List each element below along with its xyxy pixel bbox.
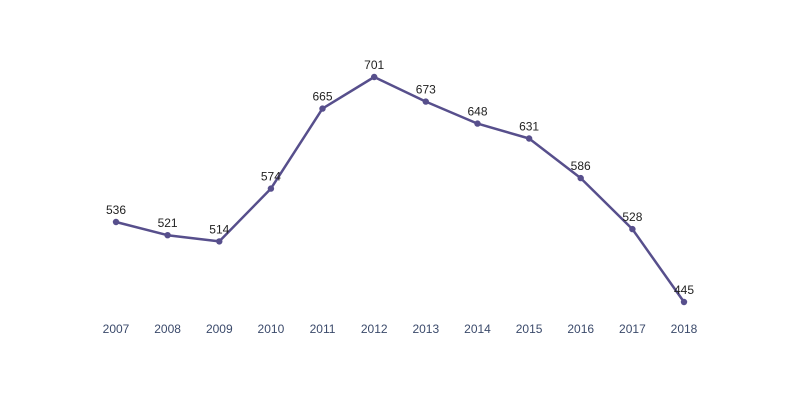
data-label-2010: 574 [261,170,281,184]
data-point-2010[interactable] [267,185,275,192]
data-point-2014[interactable] [474,120,481,127]
x-tick-label-2011: 2011 [310,322,336,336]
x-tick-label-2016: 2016 [567,322,594,336]
x-tick-label-2015: 2015 [516,322,543,336]
data-point-2012[interactable] [371,73,378,81]
data-label-2013: 673 [416,83,436,97]
x-tick-label-2013: 2013 [412,322,439,336]
data-label-2009: 514 [209,222,229,236]
data-point-2011[interactable] [319,105,326,112]
data-point-2017[interactable] [629,225,636,233]
x-tick-label-2007: 2007 [103,322,130,336]
points-layer [112,73,688,306]
x-tick-label-2010: 2010 [258,322,285,336]
data-point-2013[interactable] [422,98,429,105]
data-label-2015: 631 [519,120,539,134]
data-label-2018: 445 [674,283,694,297]
data-label-2016: 586 [571,159,591,173]
data-label-2017: 528 [622,210,642,224]
x-tick-label-2014: 2014 [464,322,491,336]
data-label-2007: 536 [106,203,126,217]
data-point-2008[interactable] [164,232,171,239]
data-label-2012: 701 [364,58,384,72]
x-tick-label-2018: 2018 [671,322,698,336]
data-label-2011: 665 [312,90,332,104]
x-tick-label-2012: 2012 [361,322,388,336]
data-point-2015[interactable] [525,135,533,142]
data-point-2009[interactable] [216,238,223,245]
series-layer [114,75,686,304]
data-label-2008: 521 [158,216,178,230]
data-point-2018[interactable] [680,298,688,306]
data-labels-layer: 536 521 514 574 665 701 673 648 631 586 528 445 [106,58,694,297]
data-label-2014: 648 [467,105,487,119]
data-point-2016[interactable] [577,174,584,182]
x-tick-label-2017: 2017 [619,322,646,336]
x-tick-label-2008: 2008 [154,322,181,336]
x-tick-label-2009: 2009 [206,322,233,336]
series-line [114,75,686,304]
x-axis-ticks: 2007 2008 2009 2010 2011 2012 2013 2014 2015 2016… [103,322,698,336]
data-point-2007[interactable] [112,218,120,226]
